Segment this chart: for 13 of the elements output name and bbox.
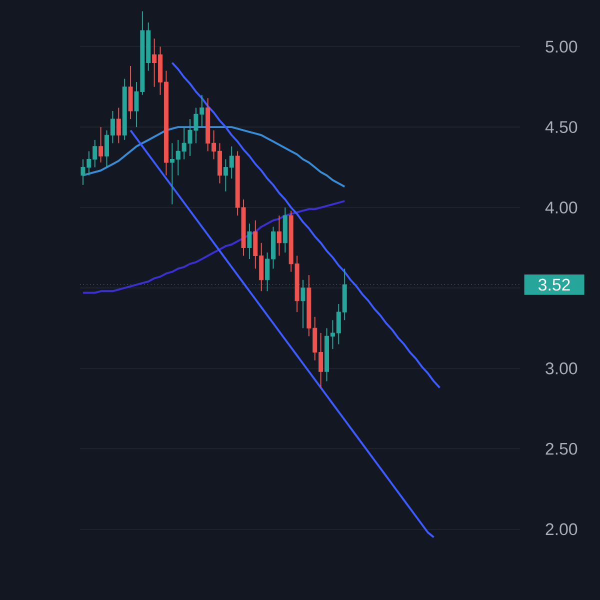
candlestick <box>247 223 252 260</box>
candlestick <box>300 279 306 329</box>
candlestick <box>116 107 121 144</box>
y-tick-label: 5.00 <box>546 40 578 53</box>
y-tick-label: 4.00 <box>545 202 578 214</box>
candlestick <box>276 215 282 256</box>
y-tick-label: 4.50 <box>545 121 578 134</box>
ref-line-label: 3.52 <box>538 278 570 291</box>
y-tick-label: 2.00 <box>546 523 578 536</box>
y-tick-label: 3.00 <box>546 362 578 374</box>
y-tick-label: 2.50 <box>546 442 578 455</box>
candlestick <box>98 126 104 163</box>
line-series <box>171 62 441 389</box>
